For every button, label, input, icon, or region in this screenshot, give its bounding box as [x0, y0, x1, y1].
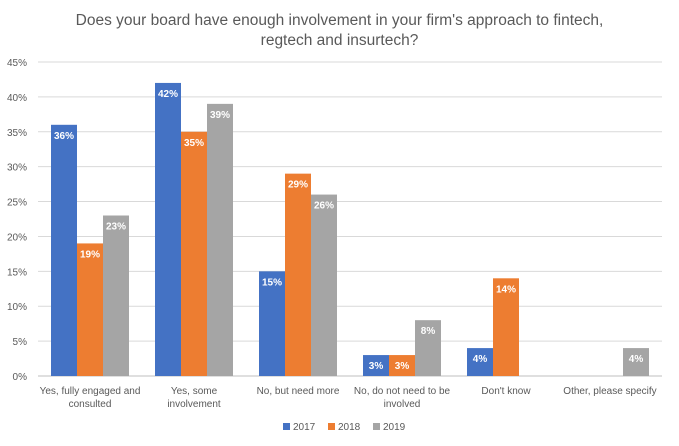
gridlines — [38, 61, 662, 377]
x-category-label: Other, please specify — [563, 386, 656, 397]
data-label: 3% — [395, 361, 410, 372]
y-tick-label: 0% — [13, 372, 28, 383]
bar — [493, 278, 519, 376]
bar — [415, 320, 441, 376]
data-label: 35% — [184, 138, 204, 149]
data-label: 39% — [210, 110, 230, 121]
x-category-label: consulted — [69, 399, 112, 410]
data-label: 26% — [314, 201, 334, 212]
data-label: 42% — [158, 89, 178, 100]
y-tick-label: 25% — [7, 198, 27, 209]
data-label: 29% — [288, 180, 308, 191]
bar — [467, 348, 493, 376]
chart-title-line-1: Does your board have enough involvement … — [75, 12, 604, 29]
y-tick-label: 30% — [7, 163, 27, 174]
data-label: 36% — [54, 131, 74, 142]
x-category-label: Yes, fully engaged and — [40, 386, 141, 397]
bar — [363, 355, 389, 376]
y-axis: 0% 5% 10% 15% 20% 25% 30% 35% 40% 45% — [7, 58, 27, 383]
bar — [51, 124, 77, 376]
x-category-label: No, but need more — [257, 386, 340, 397]
legend-label: 2017 — [293, 422, 316, 433]
bar — [77, 243, 103, 376]
chart-title-line-2: regtech and insurtech? — [260, 32, 419, 49]
data-label: 8% — [421, 326, 436, 337]
bar — [285, 173, 311, 376]
bar — [103, 215, 129, 376]
bar — [181, 131, 207, 376]
bar — [207, 103, 233, 376]
y-tick-label: 15% — [7, 267, 27, 278]
data-label: 15% — [262, 277, 282, 288]
bar — [311, 194, 337, 376]
bar — [389, 355, 415, 376]
data-label: 4% — [629, 354, 644, 365]
y-tick-label: 45% — [7, 58, 27, 69]
bar — [155, 82, 181, 376]
data-label: 23% — [106, 222, 126, 233]
bar — [623, 348, 649, 376]
x-category-label: Don't know — [481, 386, 531, 397]
legend: 2017 2018 2019 — [283, 422, 406, 433]
data-labels: 36% 42% 15% 3% 4% 19% 35% 29% 3% 14% 23% 39% 26% 8% 4% — [54, 89, 643, 372]
y-tick-label: 40% — [7, 93, 27, 104]
legend-swatch — [373, 423, 380, 430]
data-label: 4% — [473, 354, 488, 365]
x-category-label: No, do not need to be — [354, 386, 451, 397]
legend-label: 2018 — [338, 422, 361, 433]
y-tick-label: 5% — [13, 337, 28, 348]
legend-swatch — [328, 423, 335, 430]
data-label: 3% — [369, 361, 384, 372]
data-label: 19% — [80, 249, 100, 260]
y-tick-label: 10% — [7, 302, 27, 313]
bar — [259, 271, 285, 376]
y-tick-label: 20% — [7, 232, 27, 243]
legend-swatch — [283, 423, 290, 430]
x-category-label: involved — [384, 399, 421, 410]
data-label: 14% — [496, 284, 516, 295]
bars — [51, 82, 649, 376]
x-category-label: involvement — [167, 399, 221, 410]
x-category-label: Yes, some — [171, 386, 218, 397]
x-axis: Yes, fully engaged and consulted Yes, some… — [40, 386, 657, 410]
y-tick-label: 35% — [7, 128, 27, 139]
legend-label: 2019 — [383, 422, 406, 433]
